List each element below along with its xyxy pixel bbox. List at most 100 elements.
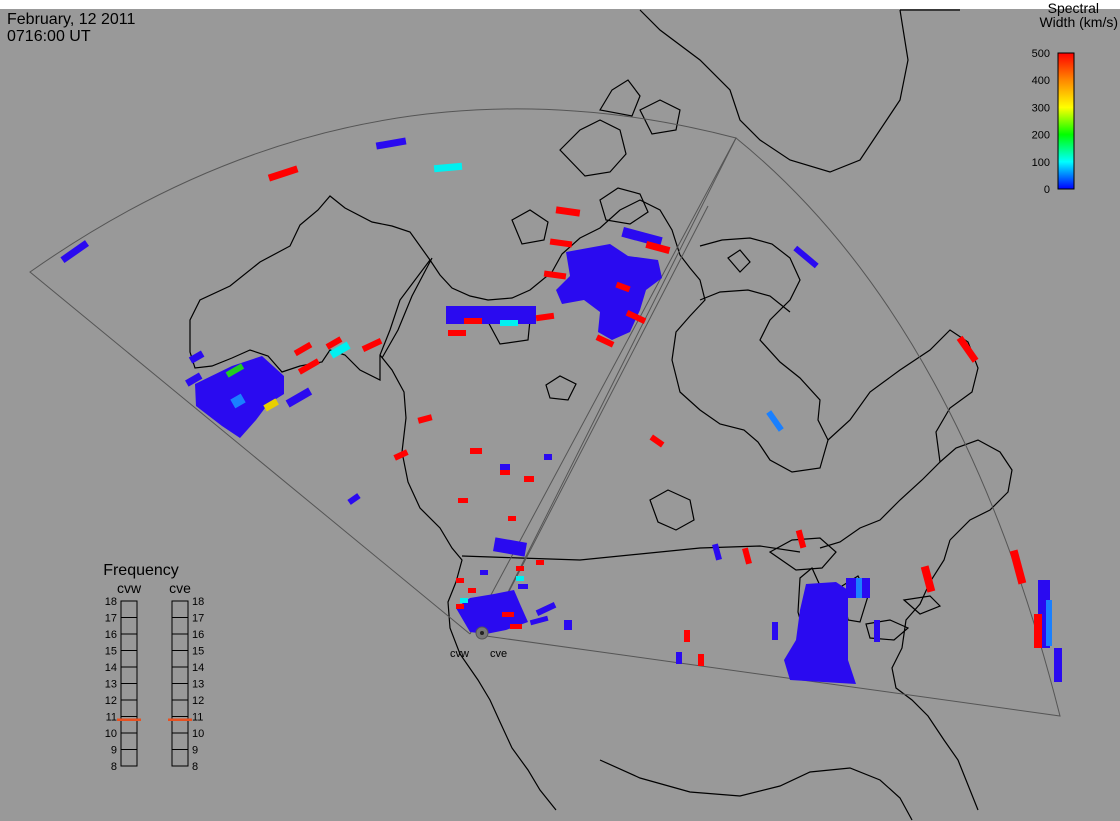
echo-cell [448, 330, 466, 336]
echo-cell [458, 498, 468, 503]
echo-cell [956, 335, 979, 363]
echo-cell [470, 448, 482, 454]
echo-cell [645, 240, 671, 254]
date-label: February, 12 2011 [7, 11, 135, 28]
echo-cell [456, 604, 464, 609]
echo-cell [393, 449, 409, 461]
echo-cell [766, 410, 784, 432]
echo-cell [500, 470, 510, 475]
echo-cell [856, 578, 862, 598]
echo-cell [544, 454, 552, 460]
frequency-tick-label: 17 [105, 613, 117, 625]
frequency-tick-label: 15 [192, 646, 204, 658]
echo-cell [920, 565, 936, 593]
echo-cell [493, 537, 527, 557]
frequency-tick-label: 16 [192, 629, 204, 641]
echo-cell [433, 162, 463, 173]
frequency-radar-cvw: cvw [117, 580, 142, 596]
frequency-title: Frequency [103, 562, 179, 579]
frequency-tick-label: 14 [105, 662, 117, 674]
echo-cell [500, 464, 510, 470]
echo-cell [325, 336, 343, 350]
frequency-tick-label: 12 [192, 695, 204, 707]
frequency-tick-label: 9 [111, 745, 117, 757]
echo-cell [225, 363, 245, 378]
echo-cell [1009, 549, 1027, 585]
echo-cell [375, 137, 407, 150]
borders [381, 257, 801, 561]
echo-cell [361, 338, 383, 352]
map-background [0, 9, 1120, 821]
echo-cell [1046, 600, 1052, 646]
echo-cell [535, 602, 557, 616]
echo-cell [516, 576, 524, 581]
echo-cell [468, 588, 476, 593]
radar-sites: cvw cve [450, 626, 507, 660]
echo-cell [1034, 614, 1042, 648]
echoes-east [543, 206, 1062, 684]
colorbar-tick-label: 200 [1032, 130, 1050, 142]
frequency-tick-label: 14 [192, 662, 204, 674]
echo-cell [502, 612, 514, 617]
frequency-legend: Frequency cvw cve 18 17 16 15 14 13 12 11 10 9 8 18… [103, 562, 204, 773]
echo-cell [676, 652, 682, 664]
echo-cell [595, 334, 615, 348]
colorbar-legend: Spectral Width (km/s) 500 400 300 200 100 0 [1032, 0, 1118, 196]
radar-site-center [480, 631, 484, 635]
echo-cell [529, 615, 549, 626]
echo-cell [625, 310, 647, 324]
echo-cell [500, 320, 518, 326]
frequency-tick-label: 8 [111, 761, 117, 773]
frequency-tick-label: 13 [192, 679, 204, 691]
echo-cell [564, 620, 572, 630]
frequency-tick-label: 13 [105, 679, 117, 691]
frequency-tick-label: 18 [105, 596, 117, 608]
echo-cell [615, 281, 631, 293]
echo-cell [188, 350, 205, 364]
echo-cell [230, 393, 246, 409]
echo-cell [535, 312, 555, 322]
colorbar-ticks: 500 400 300 200 100 0 [1032, 48, 1050, 196]
echoes-west [60, 137, 555, 505]
echo-cell [649, 434, 665, 448]
top-band [0, 0, 1120, 9]
echo-cell [874, 620, 880, 642]
site-label-cvw: cvw [450, 648, 469, 660]
echo-cell [285, 387, 313, 408]
echo-cell [329, 341, 351, 359]
frequency-tick-label: 15 [105, 646, 117, 658]
colorbar-tick-label: 300 [1032, 102, 1050, 114]
echo-cell [516, 566, 524, 571]
frequency-radar-cve: cve [169, 580, 191, 596]
echo-cell [772, 622, 778, 640]
echo-cell [297, 358, 320, 375]
echo-cell [742, 547, 752, 565]
echo-cell [543, 270, 567, 280]
colorbar-tick-label: 400 [1032, 75, 1050, 87]
echo-cell [185, 372, 203, 387]
echo-cell [60, 240, 90, 264]
echo-cell [536, 560, 544, 565]
colorbar-tick-label: 0 [1044, 184, 1050, 196]
frequency-tick-label: 11 [106, 712, 117, 724]
echo-cell [293, 341, 313, 357]
echo-blob [456, 590, 528, 634]
colorbar-tick-label: 100 [1032, 157, 1050, 169]
echo-cell [555, 206, 581, 217]
echo-cell [795, 529, 807, 549]
echo-cell [464, 318, 482, 324]
echo-cell [712, 543, 722, 561]
echo-cell [698, 654, 704, 666]
frequency-tick-label: 12 [105, 695, 117, 707]
site-label-cve: cve [490, 648, 507, 660]
colorbar-tick-label: 500 [1032, 48, 1050, 60]
echo-cell [684, 630, 690, 642]
frequency-tick-label: 18 [192, 596, 204, 608]
echo-cell [508, 516, 516, 521]
time-label: 0716:00 UT [7, 28, 91, 45]
echo-cell [456, 578, 464, 583]
frequency-tick-label: 10 [105, 728, 117, 740]
echo-cell [1054, 648, 1062, 682]
echo-cell [480, 570, 488, 575]
